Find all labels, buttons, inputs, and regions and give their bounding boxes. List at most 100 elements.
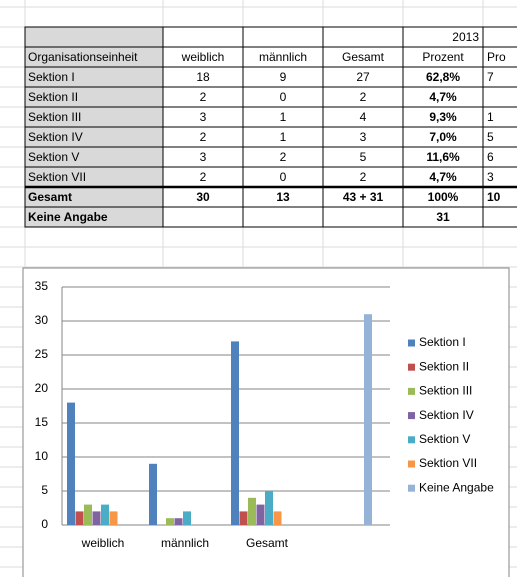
cell-text: 7,0% bbox=[429, 130, 457, 144]
cell-text: 43 + 31 bbox=[343, 190, 384, 204]
cell-text: Gesamt bbox=[342, 50, 385, 64]
cell bbox=[482, 46, 517, 68]
cell bbox=[322, 26, 404, 48]
legend-marker bbox=[408, 363, 415, 371]
cell-text: 3 bbox=[200, 110, 207, 124]
bar bbox=[101, 504, 109, 525]
cell-text: Sektion VII bbox=[28, 170, 86, 184]
label-cell bbox=[25, 67, 163, 87]
cell bbox=[482, 126, 517, 148]
cell-text: 1 bbox=[280, 110, 287, 124]
y-tick-label: 0 bbox=[41, 517, 48, 531]
cell-text: 4,7% bbox=[429, 90, 457, 104]
bar bbox=[248, 497, 256, 525]
bar bbox=[84, 504, 92, 525]
legend-label: Sektion IV bbox=[419, 408, 474, 422]
cell-text: 27 bbox=[356, 70, 370, 84]
cell-text: 3 bbox=[360, 130, 367, 144]
cell bbox=[482, 86, 517, 108]
label-cell bbox=[25, 87, 163, 107]
cell-text: 1 bbox=[280, 130, 287, 144]
label-cell bbox=[25, 207, 163, 227]
cell bbox=[322, 206, 404, 228]
cell bbox=[482, 66, 517, 88]
cell bbox=[482, 166, 517, 188]
cell-text: Keine Angabe bbox=[28, 210, 108, 224]
cell-text: Sektion V bbox=[28, 150, 79, 164]
cell-text: 0 bbox=[280, 90, 287, 104]
y-tick-label: 10 bbox=[35, 449, 49, 463]
cell-text: 2 bbox=[280, 150, 287, 164]
cell bbox=[242, 206, 324, 228]
legend-marker bbox=[408, 484, 415, 492]
label-cell bbox=[25, 127, 163, 147]
cell-text: 4 bbox=[360, 110, 367, 124]
cell-text: Organisationseinheit bbox=[28, 50, 138, 64]
cell bbox=[482, 146, 517, 168]
cell-text: 100% bbox=[428, 190, 459, 204]
cell-text: 11,6% bbox=[426, 150, 460, 164]
legend-marker bbox=[408, 339, 415, 347]
cell-text: 3 bbox=[200, 150, 207, 164]
cell-text: 13 bbox=[276, 190, 290, 204]
cell-text: 2 bbox=[360, 90, 367, 104]
cell-text: 0 bbox=[280, 170, 287, 184]
cell-text: 9 bbox=[280, 70, 287, 84]
cell bbox=[482, 26, 517, 48]
cell bbox=[162, 26, 244, 48]
y-tick-label: 25 bbox=[35, 347, 49, 361]
cell-text: Sektion III bbox=[28, 110, 81, 124]
legend-label: Sektion I bbox=[419, 335, 466, 349]
y-tick-label: 35 bbox=[35, 279, 49, 293]
label-cell bbox=[25, 167, 163, 187]
legend-label: Sektion II bbox=[419, 359, 469, 373]
cell-text: 2 bbox=[200, 130, 207, 144]
cell-text: 2 bbox=[360, 170, 367, 184]
bar bbox=[92, 511, 101, 525]
bar bbox=[183, 511, 191, 525]
cell-text: 6 bbox=[487, 150, 494, 164]
cell-text: 9,3% bbox=[429, 110, 457, 124]
bar bbox=[256, 504, 265, 525]
cell-text: Prozent bbox=[422, 50, 464, 64]
cell-text: 5 bbox=[360, 150, 367, 164]
cell bbox=[242, 26, 324, 48]
cell-text: 3 bbox=[487, 170, 494, 184]
bar bbox=[239, 511, 248, 525]
cell-text: Gesamt bbox=[28, 190, 72, 204]
cell-text: 2013 bbox=[452, 30, 479, 44]
cell-text: Pro bbox=[487, 50, 506, 64]
legend-label: Sektion III bbox=[419, 384, 472, 398]
legend-marker bbox=[408, 412, 415, 420]
cell-text: 2 bbox=[200, 90, 207, 104]
legend-label: Keine Angabe bbox=[419, 480, 494, 494]
cell-text: 10 bbox=[487, 190, 501, 204]
y-tick-label: 20 bbox=[35, 381, 49, 395]
legend-marker bbox=[408, 436, 415, 444]
legend-label: Sektion VII bbox=[419, 456, 477, 470]
label-cell bbox=[25, 47, 163, 67]
y-tick-label: 15 bbox=[35, 415, 49, 429]
x-tick-label: männlich bbox=[161, 536, 209, 550]
y-tick-label: 30 bbox=[35, 313, 49, 327]
cell bbox=[482, 206, 517, 228]
cell bbox=[162, 206, 244, 228]
cell-text: 18 bbox=[196, 70, 210, 84]
cell-text: 7 bbox=[487, 70, 494, 84]
bar bbox=[231, 341, 239, 525]
cell-text: 2 bbox=[200, 170, 207, 184]
legend-label: Sektion V bbox=[419, 432, 470, 446]
cell-text: 30 bbox=[196, 190, 210, 204]
cell-text: männlich bbox=[259, 50, 307, 64]
legend-marker bbox=[408, 387, 415, 395]
bar bbox=[273, 511, 282, 525]
x-tick-label: Gesamt bbox=[246, 536, 289, 550]
label-cell bbox=[25, 27, 163, 47]
bar bbox=[364, 314, 372, 525]
y-tick-label: 5 bbox=[41, 483, 48, 497]
bar bbox=[149, 463, 157, 525]
label-cell bbox=[25, 187, 163, 207]
label-cell bbox=[25, 107, 163, 127]
bar bbox=[75, 511, 84, 525]
